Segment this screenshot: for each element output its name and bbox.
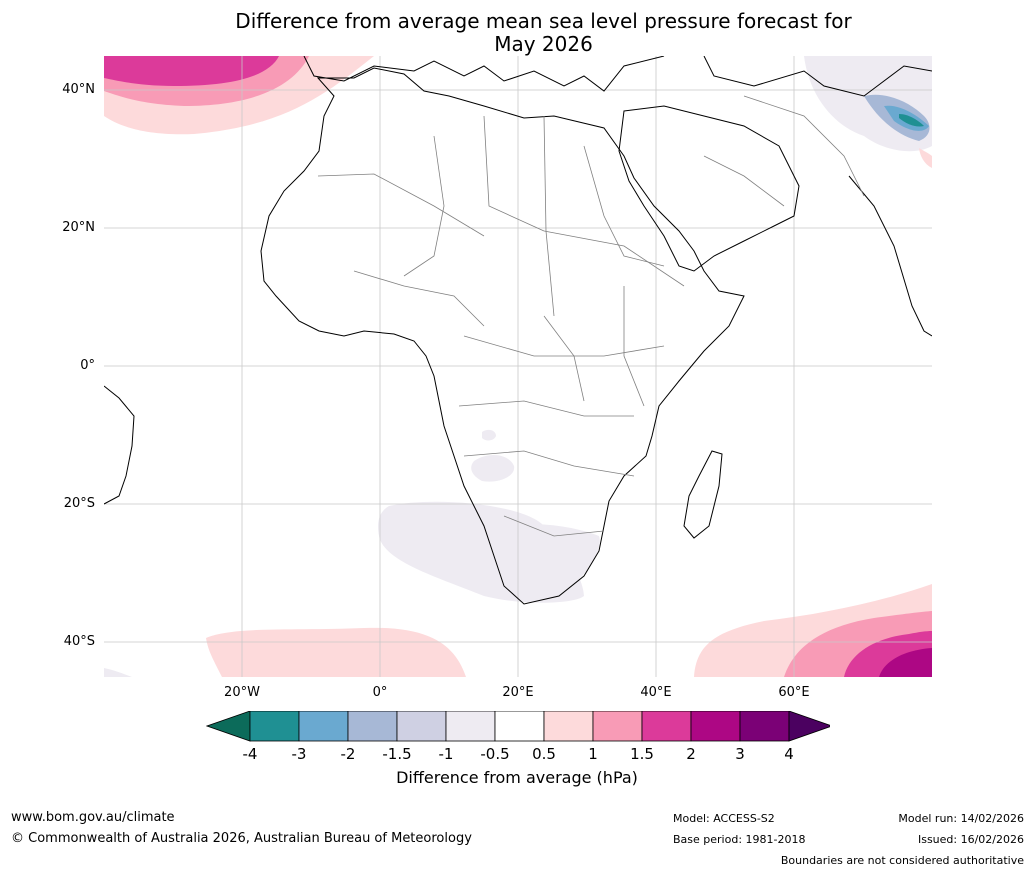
map-title: Difference from average mean sea level p… — [0, 10, 1035, 56]
title-line-2: May 2026 — [494, 32, 593, 56]
colorbar-tick-label: 1 — [588, 745, 598, 763]
lat-label-40s: 40°S — [63, 634, 95, 649]
colorbar-box — [249, 711, 300, 742]
lon-label-20w: 20°W — [224, 685, 260, 700]
footer-model-run: Model run: 14/02/2026 — [898, 812, 1024, 825]
lon-label-40e: 40°E — [640, 685, 672, 700]
footer-copyright: © Commonwealth of Australia 2026, Austra… — [11, 831, 472, 846]
lat-label-40n: 40°N — [62, 82, 95, 97]
arabia-coastline — [618, 105, 800, 272]
anomaly-india-positive — [919, 148, 932, 168]
map-panel — [104, 56, 932, 677]
footer-disclaimer: Boundaries are not considered authoritat… — [780, 854, 1024, 867]
colorbar-label: Difference from average (hPa) — [396, 768, 638, 787]
anomaly-sw-0.5 — [206, 627, 466, 677]
africa-coastline — [260, 67, 745, 605]
lon-label-0: 0° — [372, 685, 388, 700]
colorbar-extend-low — [206, 711, 251, 742]
colorbar-tick-label: 4 — [784, 745, 794, 763]
footer-website[interactable]: www.bom.gov.au/climate — [11, 810, 175, 825]
anomaly-namibia-sa — [501, 524, 600, 601]
footer-model: Model: ACCESS-S2 — [673, 812, 775, 825]
colorbar — [206, 711, 830, 742]
colorbar-tick-label: 3 — [735, 745, 745, 763]
colorbar-tick-label: -2 — [340, 745, 356, 763]
country-borders — [317, 95, 865, 537]
anomaly-se-2 — [879, 648, 932, 677]
anomaly-southern-africa — [471, 454, 515, 482]
colorbar-tick-label: -1 — [438, 745, 454, 763]
graticule — [104, 56, 932, 677]
lat-label-0: 0° — [80, 358, 95, 373]
colorbar-box — [690, 711, 741, 742]
footer-base-period: Base period: 1981-2018 — [673, 833, 806, 846]
lat-label-20n: 20°N — [62, 220, 95, 235]
lon-label-20e: 20°E — [502, 685, 534, 700]
anomaly-shading — [104, 56, 932, 677]
colorbar-box — [347, 711, 398, 742]
india-coastline — [848, 175, 932, 337]
colorbar-tick-label: -1.5 — [382, 745, 412, 763]
lat-label-20s: 20°S — [63, 496, 95, 511]
colorbar-box — [543, 711, 594, 742]
colorbar-box — [494, 711, 545, 742]
europe-coastline — [303, 56, 665, 92]
footer-issued: Issued: 16/02/2026 — [917, 833, 1024, 846]
colorbar-tick-label: -0.5 — [480, 745, 510, 763]
madagascar-coastline — [683, 450, 723, 539]
coastlines — [104, 56, 932, 605]
colorbar-box — [739, 711, 790, 742]
map-canvas — [104, 56, 932, 677]
colorbar-tick-label: 0.5 — [532, 745, 556, 763]
title-line-1: Difference from average mean sea level p… — [235, 9, 852, 33]
south-america-coastline — [104, 385, 135, 505]
colorbar-tick-label: -3 — [291, 745, 307, 763]
anomaly-congo — [482, 429, 496, 441]
colorbar-tick-label: 2 — [686, 745, 696, 763]
colorbar-box — [592, 711, 643, 742]
asia-coastline — [703, 56, 932, 97]
colorbar-box — [445, 711, 496, 742]
anomaly-sw-edge — [104, 668, 132, 677]
colorbar-tick-label: -4 — [242, 745, 258, 763]
anomaly-himalaya-3 — [899, 114, 924, 127]
colorbar-tick-label: 1.5 — [630, 745, 654, 763]
lon-label-60e: 60°E — [778, 685, 810, 700]
colorbar-box — [396, 711, 447, 742]
colorbar-box — [298, 711, 349, 742]
anomaly-nw-1.5 — [104, 56, 279, 86]
colorbar-extend-high — [788, 711, 830, 742]
colorbar-box — [641, 711, 692, 742]
